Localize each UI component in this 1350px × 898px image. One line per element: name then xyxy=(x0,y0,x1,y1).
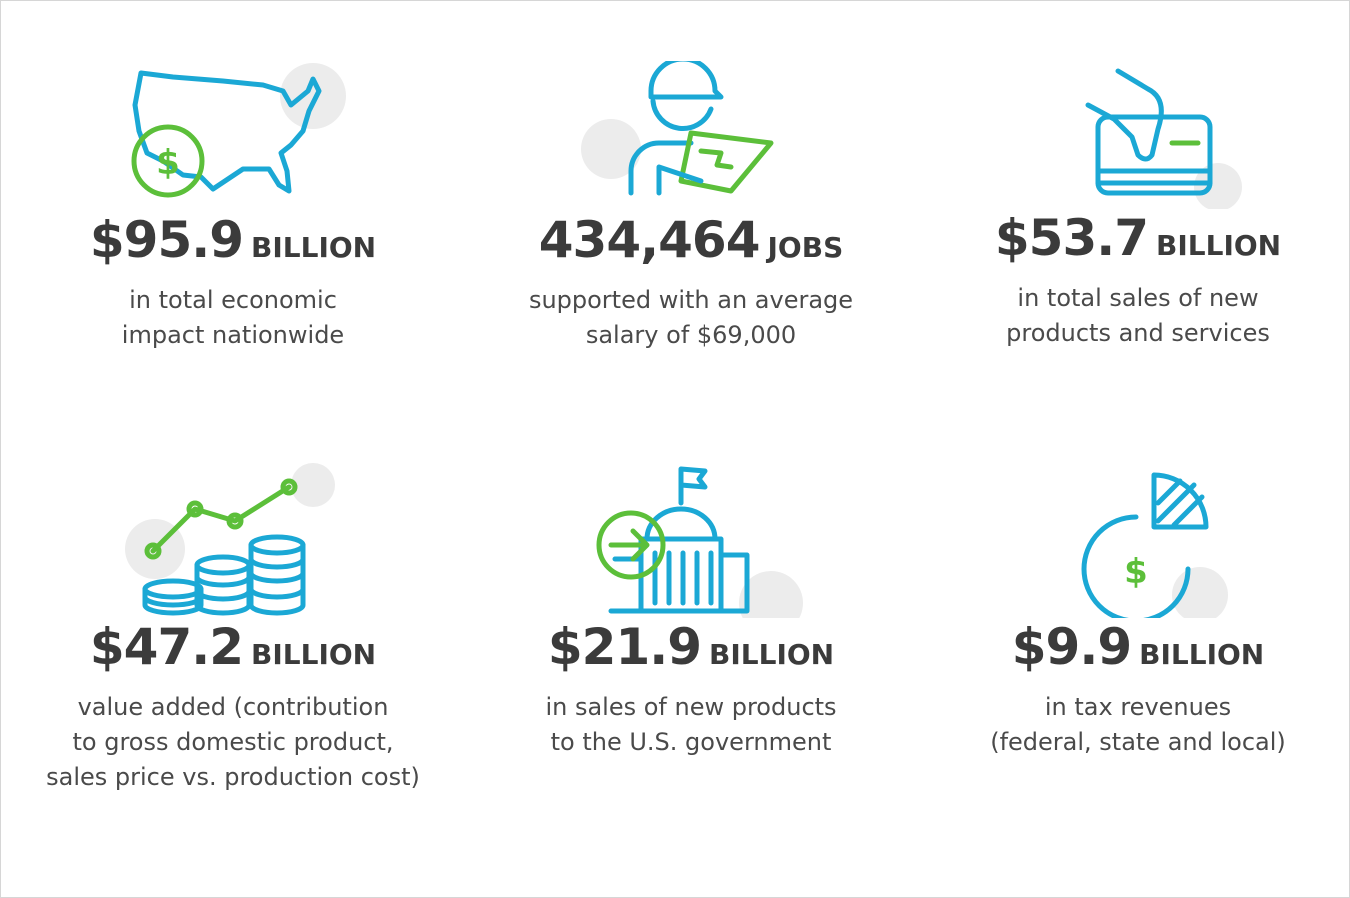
description-line: impact nationwide xyxy=(121,321,345,349)
tax-pie-icon: $ xyxy=(1081,472,1228,618)
stat-description: supported with an average salary of $69,0… xyxy=(461,283,921,353)
svg-text:$: $ xyxy=(156,143,180,183)
card-payment-icon xyxy=(1085,68,1242,209)
stat-description: in total sales of new products and servic… xyxy=(908,281,1350,351)
stat-unit: JOBS xyxy=(767,231,844,264)
description-line: to the U.S. government xyxy=(550,728,832,756)
description-line: in sales of new products xyxy=(545,693,837,721)
description-line: products and services xyxy=(1006,319,1270,347)
us-map-icon: $ xyxy=(131,63,346,198)
svg-text:$: $ xyxy=(1124,552,1148,592)
stat-value: 434,464 xyxy=(538,211,761,269)
stat-card: $47.2 BILLION value added (contribution to… xyxy=(3,463,463,795)
stat-card: $ $9.9 BILLION in tax revenues (federal, s… xyxy=(908,463,1350,760)
description-line: in total sales of new xyxy=(1017,284,1259,312)
description-line: in tax revenues xyxy=(1044,693,1232,721)
description-line: (federal, state and local) xyxy=(990,728,1286,756)
stat-figure: 434,464 JOBS xyxy=(461,211,921,269)
stat-unit: BILLION xyxy=(709,638,835,671)
stat-unit: BILLION xyxy=(251,638,377,671)
stat-value: $95.9 xyxy=(89,211,244,269)
stat-description: in sales of new products to the U.S. gove… xyxy=(461,690,921,760)
description-line: value added (contribution xyxy=(77,693,389,721)
stat-value: $9.9 xyxy=(1011,618,1132,676)
stat-value: $53.7 xyxy=(994,209,1149,267)
coins-growth-icon xyxy=(125,463,335,616)
stat-value: $21.9 xyxy=(547,618,702,676)
description-line: salary of $69,000 xyxy=(585,321,797,349)
stat-description: in tax revenues (federal, state and local… xyxy=(908,690,1350,760)
stat-description: in total economic impact nationwide xyxy=(3,283,463,353)
description-line: supported with an average xyxy=(528,286,854,314)
stat-unit: BILLION xyxy=(251,231,377,264)
stat-card: $53.7 BILLION in total sales of new produc… xyxy=(908,59,1350,351)
government-icon xyxy=(596,466,803,618)
stat-value: $47.2 xyxy=(89,618,244,676)
description-line: in total economic xyxy=(129,286,337,314)
stat-card: 434,464 JOBS supported with an average sal… xyxy=(461,61,921,353)
description-line: sales price vs. production cost) xyxy=(46,763,420,791)
stat-description: value added (contribution to gross domest… xyxy=(3,690,463,795)
stat-unit: BILLION xyxy=(1139,638,1265,671)
stat-figure: $9.9 BILLION xyxy=(908,618,1350,676)
stat-figure: $21.9 BILLION xyxy=(461,618,921,676)
stat-unit: BILLION xyxy=(1156,229,1282,262)
stat-figure: $53.7 BILLION xyxy=(908,209,1350,267)
description-line: to gross domestic product, xyxy=(72,728,394,756)
stat-card: $ $95.9 BILLION in total economic impact n… xyxy=(3,61,463,353)
stat-figure: $47.2 BILLION xyxy=(3,618,463,676)
stat-card: $21.9 BILLION in sales of new products to … xyxy=(461,463,921,760)
worker-icon xyxy=(581,61,774,196)
stat-figure: $95.9 BILLION xyxy=(3,211,463,269)
